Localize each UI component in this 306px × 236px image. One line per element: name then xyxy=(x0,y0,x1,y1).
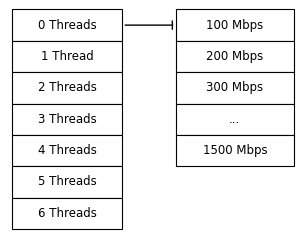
Text: 1 Thread: 1 Thread xyxy=(41,50,94,63)
Text: 5 Threads: 5 Threads xyxy=(38,175,97,188)
Bar xyxy=(176,41,294,72)
Bar xyxy=(12,135,122,166)
Bar xyxy=(12,41,122,72)
Bar xyxy=(176,72,294,104)
Bar xyxy=(176,104,294,135)
Text: 0 Threads: 0 Threads xyxy=(38,19,97,32)
Text: 300 Mbps: 300 Mbps xyxy=(206,81,263,94)
Text: 6 Threads: 6 Threads xyxy=(38,207,97,220)
Bar xyxy=(176,9,294,41)
Text: 3 Threads: 3 Threads xyxy=(38,113,97,126)
Bar xyxy=(12,104,122,135)
Bar xyxy=(12,166,122,198)
Bar xyxy=(176,135,294,166)
Bar xyxy=(12,72,122,104)
Text: 4 Threads: 4 Threads xyxy=(38,144,97,157)
Text: 200 Mbps: 200 Mbps xyxy=(206,50,263,63)
Bar xyxy=(12,198,122,229)
Text: 100 Mbps: 100 Mbps xyxy=(206,19,263,32)
Bar xyxy=(12,9,122,41)
Text: 2 Threads: 2 Threads xyxy=(38,81,97,94)
Text: ...: ... xyxy=(229,113,241,126)
Text: 1500 Mbps: 1500 Mbps xyxy=(203,144,267,157)
